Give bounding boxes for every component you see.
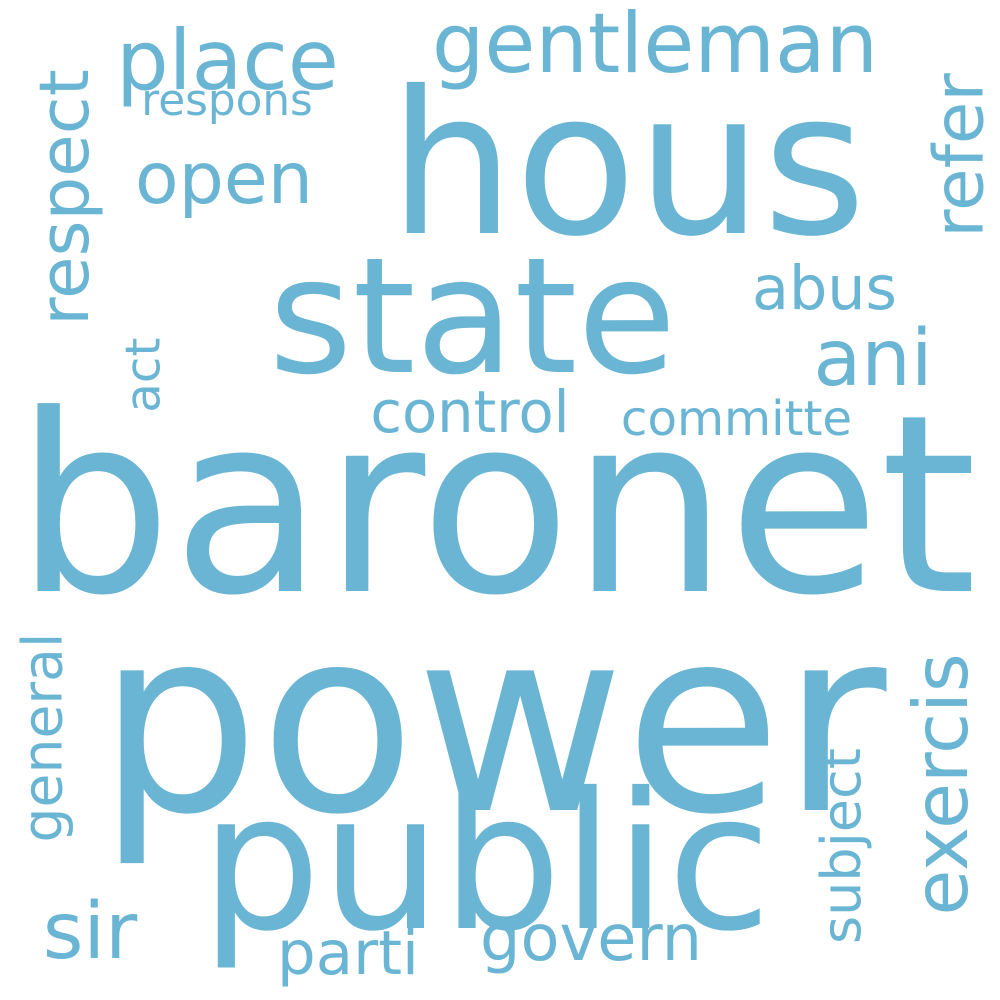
word-respect: respect xyxy=(24,69,105,326)
word-subject: subject xyxy=(809,748,873,944)
word-govern: govern xyxy=(480,902,702,977)
word-abus: abus xyxy=(752,254,897,325)
word-control: control xyxy=(370,379,570,447)
word-place: place xyxy=(116,11,339,109)
word-ani: ani xyxy=(813,312,933,404)
word-baronet: baronet xyxy=(15,362,977,651)
word-refer: refer xyxy=(919,72,1000,238)
word-sir: sir xyxy=(42,885,138,977)
word-state: state xyxy=(268,222,677,410)
word-respons: respons xyxy=(141,75,313,127)
word-committe: committe xyxy=(620,390,853,447)
word-gentleman: gentleman xyxy=(431,0,879,92)
word-exercis: exercis xyxy=(898,652,986,916)
word-parti: parti xyxy=(277,918,419,990)
word-hous: hous xyxy=(388,48,867,281)
word-act: act xyxy=(115,337,172,414)
word-power: power xyxy=(97,574,887,872)
word-public: public xyxy=(200,751,772,973)
word-open: open xyxy=(135,137,313,221)
word-general: general xyxy=(11,633,76,843)
